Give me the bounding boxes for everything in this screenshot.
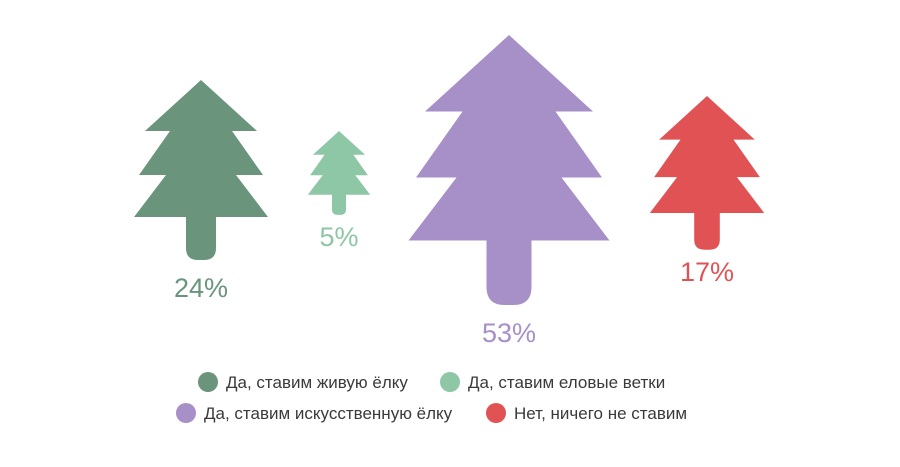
fir-tree-icon-artificial-tree: [408, 35, 610, 305]
legend-marker-artificial-tree: [176, 403, 196, 423]
value-label-live-tree: 24%: [174, 273, 228, 303]
fir-tree-icon-live-tree: [134, 80, 268, 260]
legend-item-artificial-tree: Да, ставим искусственную ёлку: [176, 403, 453, 423]
legend-label-spruce-branches: Да, ставим еловые ветки: [468, 373, 665, 392]
legend-marker-nothing: [486, 403, 506, 423]
legend-label-nothing: Нет, ничего не ставим: [514, 404, 687, 423]
legend-item-live-tree: Да, ставим живую ёлку: [198, 372, 408, 392]
legend-item-nothing: Нет, ничего не ставим: [486, 403, 687, 423]
legend-marker-spruce-branches: [440, 372, 460, 392]
value-label-artificial-tree: 53%: [482, 318, 536, 348]
fir-tree-icon-nothing: [649, 96, 765, 250]
trees-layer: [134, 35, 765, 305]
value-labels-layer: 24% 5% 53% 17%: [174, 222, 734, 348]
legend-label-artificial-tree: Да, ставим искусственную ёлку: [204, 404, 453, 423]
legend-marker-live-tree: [198, 372, 218, 392]
legend: Да, ставим живую ёлку Да, ставим еловые в…: [176, 372, 687, 423]
value-label-nothing: 17%: [680, 257, 734, 287]
legend-label-live-tree: Да, ставим живую ёлку: [226, 373, 408, 392]
value-label-spruce-branches: 5%: [319, 222, 358, 252]
legend-item-spruce-branches: Да, ставим еловые ветки: [440, 372, 665, 392]
fir-tree-icon-spruce-branches: [307, 131, 371, 215]
